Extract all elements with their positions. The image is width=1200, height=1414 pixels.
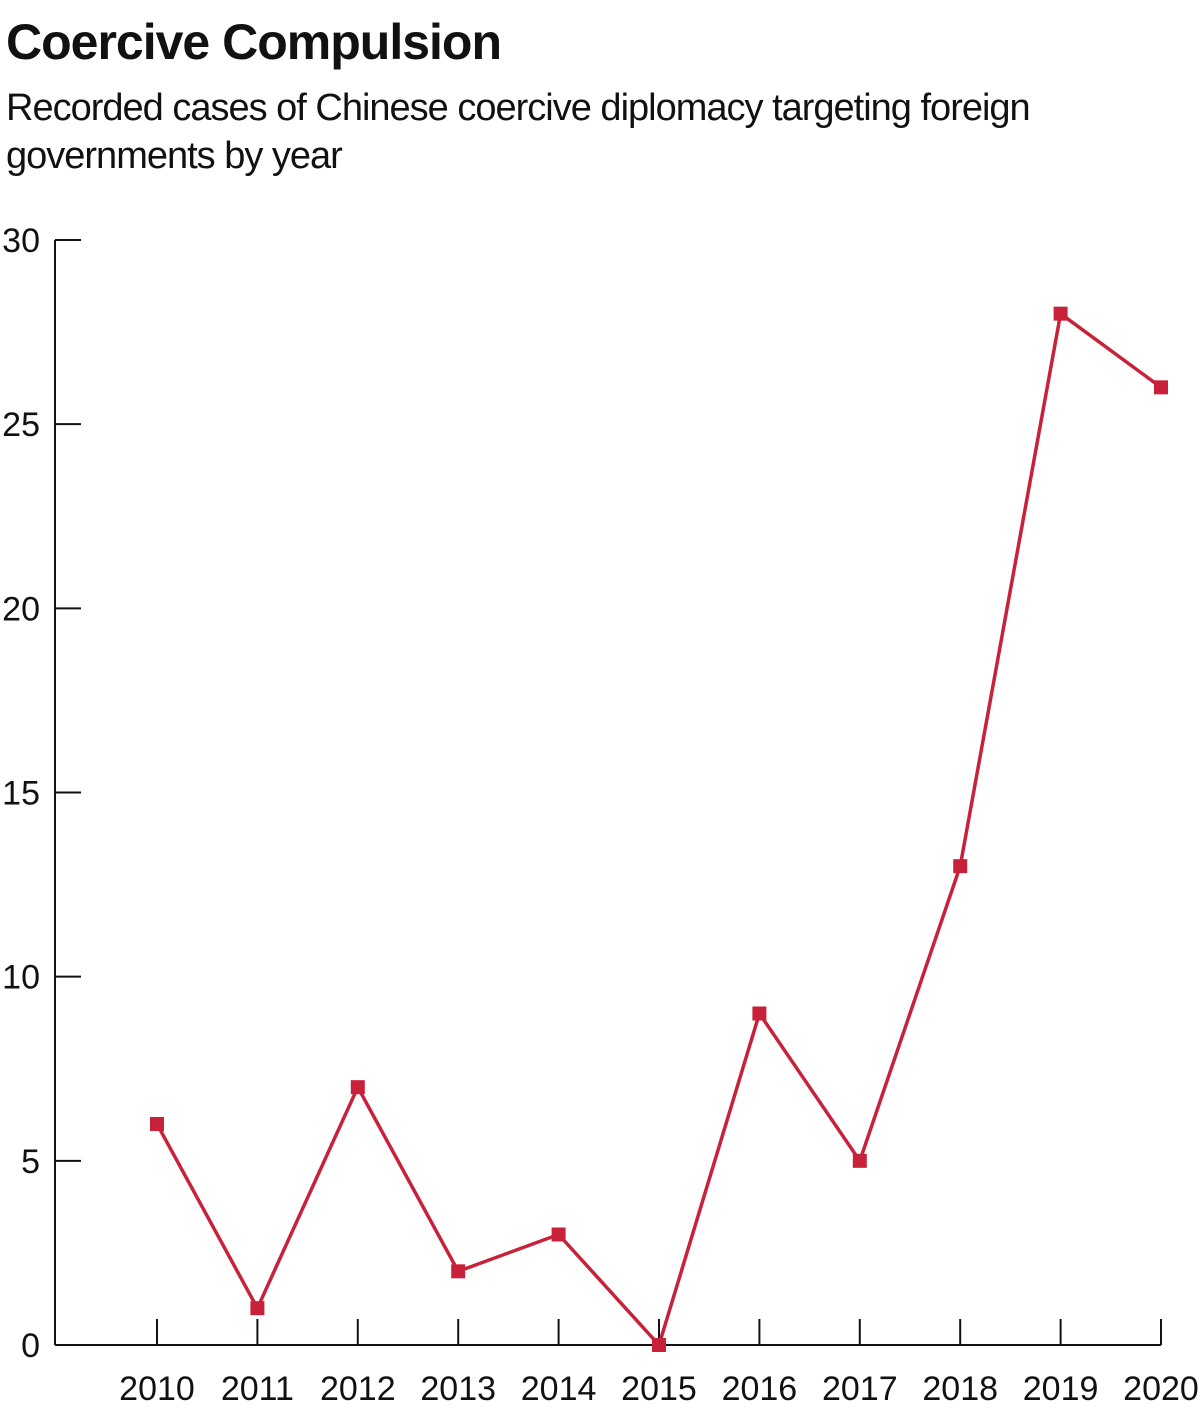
x-tick-label: 2017: [822, 1370, 898, 1408]
x-tick-label: 2018: [922, 1370, 998, 1408]
x-tick-label: 2014: [521, 1370, 597, 1408]
x-tick-label: 2011: [221, 1370, 294, 1408]
x-tick-label: 2016: [722, 1370, 798, 1408]
x-tick-label: 2015: [621, 1370, 697, 1408]
x-tick-label: 2019: [1023, 1370, 1099, 1408]
y-tick-label: 15: [2, 775, 40, 813]
data-point-2018: [953, 859, 968, 874]
series-layer: [150, 306, 1168, 1352]
y-axis-ticks: 0 5 10 15 20 25 30: [2, 222, 81, 1365]
y-tick-label: 5: [21, 1143, 40, 1181]
data-point-2017: [852, 1153, 867, 1168]
x-tick-label: 2010: [119, 1370, 195, 1408]
series-line: [155, 311, 1163, 1347]
y-tick-label: 30: [2, 222, 40, 260]
data-point-2020: [1154, 380, 1168, 395]
data-point-2016: [752, 1006, 767, 1021]
chart-axes: [54, 240, 1161, 1346]
y-tick-label: 10: [2, 959, 40, 997]
x-tick-label: 2012: [320, 1370, 396, 1408]
data-point-2014: [551, 1227, 566, 1242]
x-axis-ticks: 2010 2011 2012 2013 2014 2015 2016 2017 2018 2019…: [119, 1319, 1199, 1408]
y-tick-label: 0: [21, 1327, 40, 1365]
data-point-2011: [250, 1301, 265, 1316]
data-point-2019: [1053, 306, 1068, 321]
x-tick-label: 2020: [1123, 1370, 1199, 1408]
data-point-2013: [451, 1264, 466, 1279]
data-point-2010: [150, 1117, 164, 1131]
data-point-2012: [350, 1080, 365, 1095]
y-tick-label: 20: [2, 590, 40, 628]
chart-subtitle: Recorded cases of Chinese coercive diplo…: [6, 87, 1031, 177]
data-point-2015: [652, 1338, 666, 1352]
y-tick-label: 25: [2, 406, 40, 444]
x-tick-label: 2013: [420, 1370, 496, 1408]
chart-title: Coercive Compulsion: [6, 14, 502, 70]
